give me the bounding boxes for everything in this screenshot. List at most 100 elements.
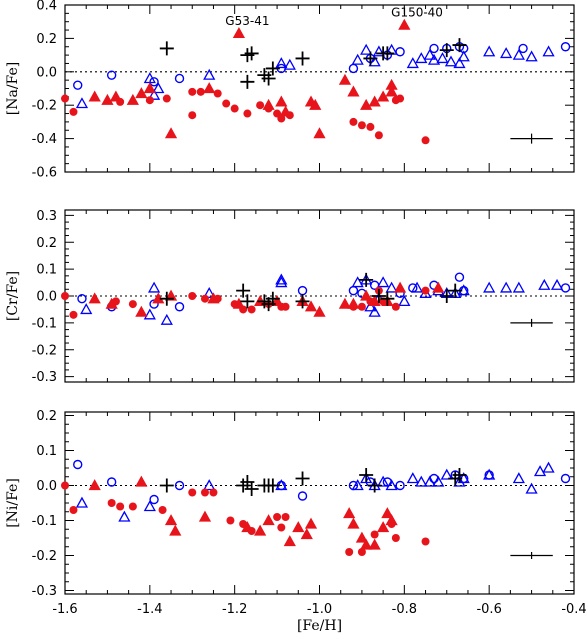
data-point-circle-open [348, 285, 359, 296]
data-point-triangle-open [423, 48, 436, 60]
data-point-triangle-filled [343, 507, 356, 519]
data-point-circle-filled [421, 136, 430, 145]
data-point-plus [439, 289, 454, 303]
data-point-plus [265, 478, 280, 493]
data-point-circle-filled [281, 513, 290, 521]
data-point-circle-filled [69, 107, 78, 116]
y-tick-label: -0.1 [32, 316, 57, 331]
data-point-circle-open [174, 480, 185, 491]
data-point-triangle-open [368, 55, 381, 67]
data-point-plus [295, 294, 310, 309]
data-point-triangle-filled [309, 98, 322, 110]
data-point-triangle-open [385, 479, 398, 491]
y-tick-label: -0.2 [32, 549, 57, 564]
data-point-triangle-open [203, 68, 216, 80]
data-point-triangle-filled [377, 521, 390, 533]
data-point-triangle-filled [304, 517, 318, 529]
data-point-triangle-filled [313, 127, 326, 139]
y-tick-label: -0.3 [32, 584, 57, 599]
data-point-plus [244, 482, 259, 496]
data-point-triangle-filled [398, 18, 411, 30]
data-point-circle-open [73, 459, 83, 470]
data-point-plus [439, 43, 454, 58]
y-tick-label: -0.2 [32, 99, 57, 114]
data-point-triangle-open [377, 276, 390, 288]
data-point-triangle-open [512, 48, 525, 60]
data-point-circle-filled [69, 310, 78, 319]
data-point-triangle-open [275, 276, 288, 288]
y-tick-label: -0.1 [32, 514, 57, 529]
y-tick-label: -0.3 [32, 370, 57, 385]
data-point-triangle-filled [164, 127, 178, 139]
data-point-triangle-filled [232, 297, 246, 309]
data-point-circle-open [348, 63, 359, 74]
data-point-circle-filled [243, 109, 252, 118]
data-point-triangle-open [203, 286, 216, 298]
star-annotation-label: G53-41 [225, 14, 269, 28]
data-point-plus [380, 46, 395, 61]
data-point-triangle-filled [385, 85, 398, 97]
data-point-triangle-open [500, 47, 513, 59]
data-point-triangle-filled [143, 82, 156, 94]
data-point-triangle-open [75, 496, 89, 508]
typical-error-bar [510, 133, 553, 144]
data-point-circle-open [297, 491, 308, 501]
data-point-triangle-filled [241, 521, 254, 533]
na-fe-y-axis-title: [Na/Fe] [5, 62, 21, 115]
data-point-triangle-open [406, 472, 419, 484]
data-point-triangle-open [512, 281, 525, 293]
data-point-triangle-open [147, 88, 161, 100]
data-point-circle-filled [69, 506, 78, 514]
y-tick-label: 0.2 [36, 409, 57, 424]
y-tick-label: 0.1 [36, 444, 57, 459]
data-point-triangle-filled [360, 98, 373, 110]
data-point-plus [359, 468, 374, 482]
data-point-triangle-filled [347, 85, 360, 97]
data-point-circle-filled [162, 94, 171, 103]
data-point-circle-filled [213, 89, 222, 98]
data-point-circle-open [560, 42, 571, 52]
ni-fe-frame [64, 411, 575, 595]
data-point-triangle-open [533, 465, 547, 477]
y-tick-label: 0.0 [36, 290, 57, 305]
data-point-triangle-filled [355, 531, 369, 543]
data-point-triangle-filled [164, 289, 178, 301]
data-point-triangle-filled [169, 524, 182, 536]
data-point-triangle-open [275, 57, 288, 69]
cr-fe-panel: -0.3 -0.2 -0.1 0.0 0.1 0.2 0.3 [Cr/Fe] [5, 209, 575, 385]
x-tick-label: -1.6 [52, 602, 77, 617]
data-point-circle-filled [188, 111, 197, 120]
y-tick-label: 0.2 [36, 236, 57, 251]
data-point-triangle-filled [232, 27, 246, 39]
data-point-triangle-filled [292, 521, 305, 533]
data-point-triangle-filled [360, 538, 373, 550]
data-point-circle-filled [281, 302, 290, 311]
data-point-triangle-filled [393, 281, 407, 293]
data-point-triangle-filled [88, 90, 101, 102]
data-point-circle-filled [61, 292, 69, 300]
data-point-circle-filled [391, 302, 400, 311]
data-point-triangle-open [283, 58, 296, 70]
data-point-triangle-open [160, 313, 173, 325]
data-point-plus [371, 289, 386, 303]
data-point-triangle-filled [300, 528, 313, 540]
x-tick-label: -0.6 [476, 602, 501, 617]
data-point-circle-filled [107, 499, 116, 507]
data-point-circle-filled [345, 548, 354, 556]
data-point-triangle-filled [368, 538, 381, 550]
data-point-circle-open [429, 43, 439, 54]
data-point-circle-filled [188, 87, 197, 96]
data-point-triangle-filled [262, 514, 275, 526]
data-point-triangle-open [423, 475, 436, 487]
data-point-circle-open [174, 73, 185, 84]
data-point-triangle-filled [279, 105, 292, 117]
y-tick-label: 0.1 [36, 263, 57, 278]
ni-fe-y-axis-title: [Ni/Fe] [5, 478, 21, 528]
data-point-triangle-filled [385, 78, 398, 90]
data-point-plus [380, 291, 395, 306]
data-point-triangle-filled [381, 507, 394, 519]
data-point-circle-filled [145, 96, 154, 105]
data-point-triangle-filled [360, 289, 373, 301]
data-point-triangle-filled [207, 292, 220, 304]
